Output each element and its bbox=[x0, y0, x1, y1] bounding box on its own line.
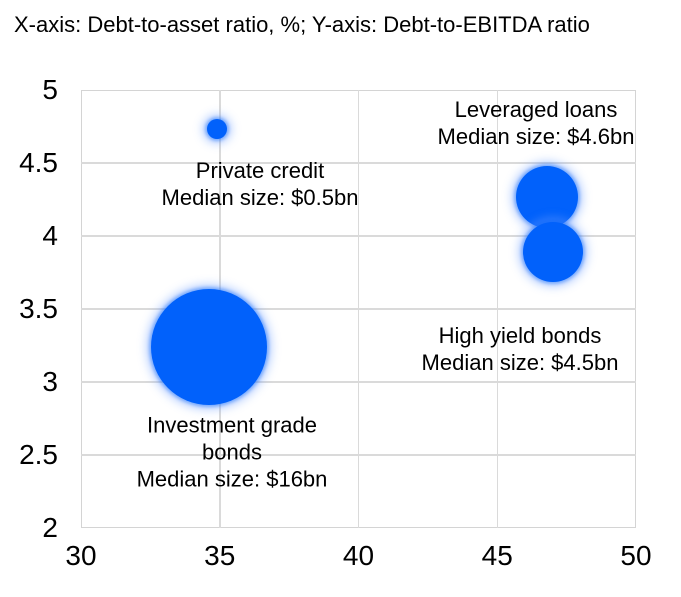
x-tick-label-45: 45 bbox=[481, 540, 513, 571]
y-tick-label-3-5: 3.5 bbox=[19, 293, 58, 324]
gridline-y-4-5 bbox=[81, 162, 636, 164]
y-tick-label-5: 5 bbox=[42, 74, 58, 105]
bubble-private-credit bbox=[206, 119, 227, 140]
annotation-line: Median size: $4.5bn bbox=[421, 350, 619, 375]
gridline-y-4 bbox=[81, 235, 636, 237]
annotation-line: High yield bonds bbox=[438, 323, 602, 348]
y-tick-label-2-5: 2.5 bbox=[19, 439, 58, 470]
annotation-line: Median size: $16bn bbox=[136, 466, 328, 492]
y-tick-label-3: 3 bbox=[42, 366, 58, 397]
annotation-private-credit: Private credit Median size: $0.5bn bbox=[162, 157, 359, 211]
gridline-y-3-5 bbox=[81, 308, 636, 310]
bubble-high-yield-bonds bbox=[522, 222, 583, 283]
annotation-investment-grade: Investment grade bonds Median size: $16bn bbox=[137, 412, 328, 493]
chart-title: X-axis: Debt-to-asset ratio, %; Y-axis: … bbox=[14, 12, 590, 37]
x-tick-label-40: 40 bbox=[342, 540, 375, 571]
annotation-line: Median size: $0.5bn bbox=[161, 185, 359, 210]
annotation-line: Median size: $4.6bn bbox=[437, 124, 635, 149]
x-tick-label-30: 30 bbox=[65, 540, 97, 571]
bubble-leveraged-loans bbox=[516, 165, 579, 228]
annotation-leveraged-loans: Leveraged loans Median size: $4.6bn bbox=[438, 96, 635, 150]
bubble-investment-grade-bonds bbox=[150, 288, 267, 405]
annotation-high-yield-bonds: High yield bonds Median size: $4.5bn bbox=[422, 322, 619, 376]
x-tick-label-35: 35 bbox=[204, 540, 236, 571]
gridline-y-3 bbox=[81, 381, 636, 383]
annotation-line: bonds bbox=[202, 439, 262, 465]
y-tick-label-2: 2 bbox=[42, 512, 58, 543]
x-tick-label-50: 50 bbox=[620, 540, 652, 571]
annotation-line: Private credit bbox=[195, 158, 325, 183]
y-tick-label-4: 4 bbox=[42, 220, 58, 251]
gridline-y-2-5 bbox=[81, 454, 636, 456]
y-tick-label-4-5: 4.5 bbox=[19, 147, 58, 178]
annotation-line: Investment grade bbox=[147, 412, 317, 438]
annotation-line: Leveraged loans bbox=[454, 97, 618, 122]
